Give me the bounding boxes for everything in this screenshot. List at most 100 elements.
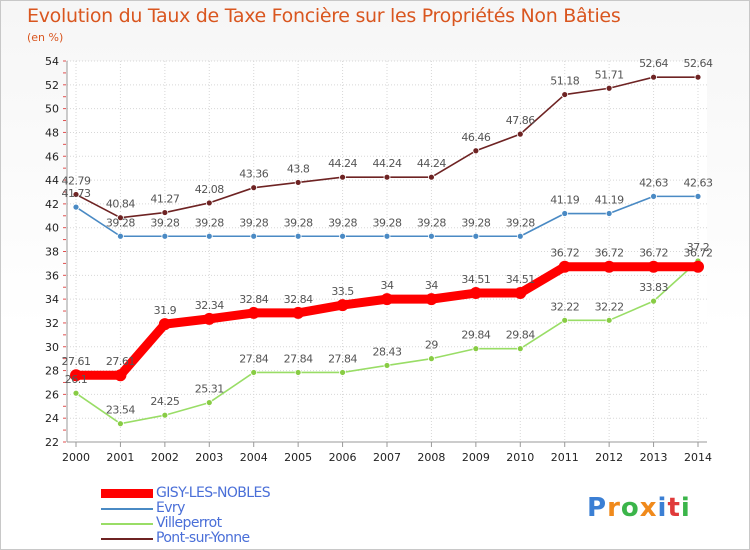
data-point [425,293,438,306]
data-point [205,232,213,240]
data-label: 23.54 [106,404,135,417]
x-tick-label: 2007 [373,451,401,464]
data-point [381,293,393,306]
legend-label-villeperrot: Villeperrot [156,515,222,531]
legend-swatch-evry [101,508,153,510]
data-point [339,232,346,240]
data-label: 44.24 [417,157,446,170]
data-label: 41.27 [150,193,179,206]
data-label: 47.86 [506,114,535,127]
data-label: 39.28 [150,216,179,229]
data-point [383,173,391,181]
legend-label-evry: Evry [156,500,185,516]
data-label: 36.72 [684,247,713,260]
legend-swatch-gisy [101,489,153,498]
data-label: 41.19 [595,194,624,207]
y-tick-label: 50 [45,103,59,116]
data-label: 32.22 [595,300,624,313]
data-label: 39.28 [417,216,446,229]
data-label: 42.63 [684,176,713,189]
data-point [72,389,80,397]
logo-letter: t [667,493,681,523]
data-point [339,173,346,181]
data-label: 33.5 [331,285,354,298]
data-label: 34 [381,279,394,292]
x-tick-label: 2011 [551,451,579,464]
data-label: 44.24 [328,157,357,170]
data-point [161,209,169,216]
data-point [694,73,702,81]
data-point [558,260,571,273]
data-label: 27.84 [284,352,313,365]
data-point [294,369,302,376]
y-tick-label: 42 [45,198,59,211]
data-point [161,411,169,419]
y-tick-label: 54 [45,55,59,68]
data-point [383,362,391,369]
data-point [516,232,524,240]
data-point [292,306,305,319]
data-label: 36.72 [550,247,579,260]
data-point [692,260,704,273]
x-tick-label: 2000 [62,451,90,464]
data-label: 39.28 [106,216,135,229]
data-point [205,199,213,207]
data-point [205,399,213,406]
x-tick-label: 2004 [240,451,268,464]
data-point [250,232,258,240]
x-tick-label: 2009 [462,451,490,464]
data-point [428,232,435,240]
y-tick-label: 38 [45,246,59,259]
data-label: 39.28 [373,216,402,229]
data-label: 44.24 [373,157,402,170]
data-label: 31.9 [154,304,177,317]
data-label: 41.19 [550,194,579,207]
legend-swatch-pont [101,538,153,540]
data-label: 43.36 [239,168,268,181]
x-tick-label: 2003 [195,451,223,464]
chart-subtitle: (en %) [27,31,64,44]
data-point [516,345,524,353]
logo-letter: P [587,493,608,523]
data-label: 34.51 [506,273,535,286]
data-label: 34.51 [461,273,490,286]
data-label: 33.83 [639,281,668,294]
legend-swatch-villeperrot [101,523,153,525]
data-point [650,297,657,305]
data-label: 46.46 [461,131,490,144]
x-tick-label: 2008 [417,451,445,464]
data-label: 32.22 [550,300,579,313]
data-label: 27.84 [239,352,268,365]
data-label: 42.08 [195,183,224,196]
y-tick-label: 46 [45,150,59,163]
y-tick-label: 32 [45,317,59,330]
data-label: 39.28 [195,216,224,229]
y-tick-label: 24 [45,412,59,425]
y-tick-label: 40 [45,222,59,235]
y-tick-label: 30 [45,341,59,354]
data-point [650,73,657,81]
data-point [339,369,346,376]
data-point [472,345,480,353]
x-tick-label: 2005 [284,451,312,464]
data-point [469,287,482,300]
data-point [383,232,391,240]
data-label: 51.18 [550,75,579,88]
data-point [428,173,435,181]
data-label: 32.84 [284,293,313,306]
data-point [70,369,82,382]
data-point [336,299,349,312]
data-label: 24.25 [150,395,179,408]
data-point [605,84,613,92]
x-tick-label: 2014 [684,451,712,464]
x-tick-label: 2001 [106,451,134,464]
data-point [72,203,80,211]
data-point [647,260,660,273]
chart-title: Evolution du Taux de Taxe Foncière sur l… [27,5,621,27]
data-label: 39.28 [239,216,268,229]
x-tick-label: 2013 [640,451,668,464]
data-label: 42.63 [639,176,668,189]
data-point [114,369,127,382]
data-label: 32.84 [239,293,268,306]
